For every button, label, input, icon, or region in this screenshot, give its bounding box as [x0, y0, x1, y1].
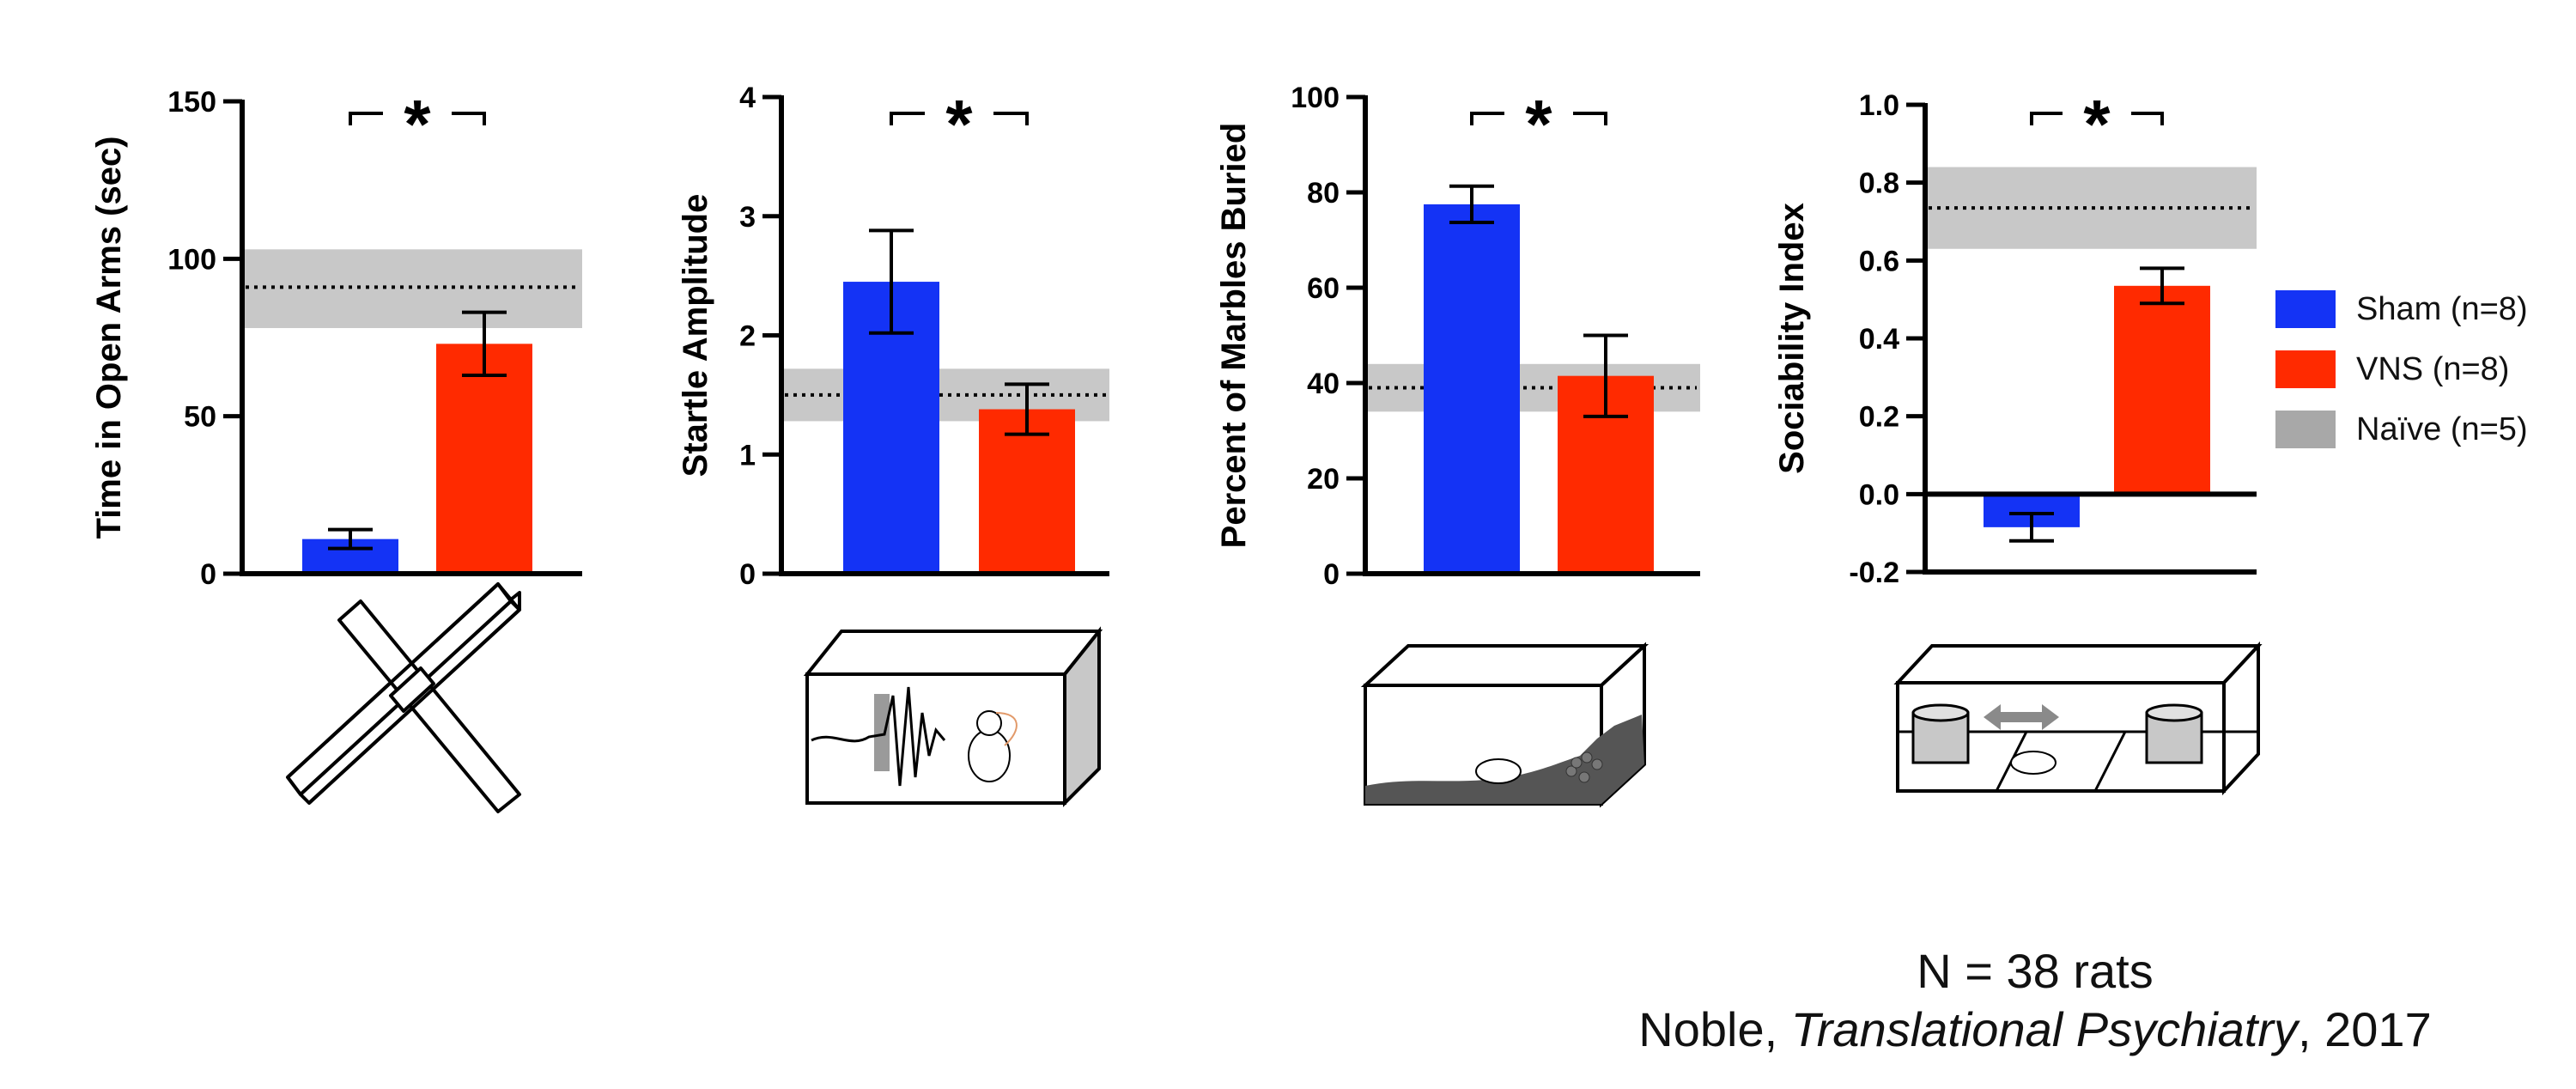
cup-right-top	[2145, 703, 2203, 722]
chart-panel-4: -0.2 0.0 0.2 0.4 0.6 0.8 1.0 Sociability Index *	[1773, 86, 2257, 589]
legend-label-naive: Naïve (n=5)	[2356, 411, 2528, 447]
marble	[1565, 765, 1577, 777]
caption-year: , 2017	[2298, 1002, 2432, 1056]
y-tick-label: 0.2	[1859, 401, 1899, 434]
significance-bracket-left	[890, 112, 925, 125]
speaker-bar	[874, 694, 890, 771]
bar-sham	[1424, 204, 1520, 574]
elevated-plus-maze-illustration	[286, 582, 521, 813]
chart-panel-1: 0 50 100 150 Time in Open Arms (sec) *	[90, 86, 582, 591]
legend-label-sham: Sham (n=8)	[2356, 290, 2528, 327]
y-axis-label: Sociability Index	[1773, 203, 1811, 474]
rat	[968, 729, 1011, 782]
significance-bracket-right	[993, 112, 1029, 125]
maze-crossing	[389, 666, 435, 713]
marble	[1591, 758, 1603, 770]
y-tick-label: 0.4	[1859, 323, 1899, 356]
significance-marker: *	[404, 86, 431, 162]
legend: Sham (n=8) VNS (n=8) Naïve (n=5)	[2275, 290, 2528, 471]
double-arrow-icon	[1984, 704, 2059, 730]
marble	[1581, 751, 1593, 764]
y-tick-label: 80	[1307, 177, 1340, 210]
legend-swatch-naive	[2275, 411, 2336, 448]
caption-sample-size: N = 38 rats	[1917, 944, 2154, 998]
significance-bracket-left	[2030, 112, 2063, 125]
legend-item-sham: Sham (n=8)	[2275, 290, 2528, 328]
y-tick-label: 100	[167, 243, 216, 276]
significance-bracket-left	[349, 112, 383, 125]
cage-top	[1360, 644, 1649, 687]
significance-bracket-right	[1573, 112, 1607, 125]
significance-bracket-left	[1470, 112, 1504, 125]
y-tick-label: 50	[184, 401, 216, 434]
significance-bracket-right	[452, 112, 486, 125]
divider	[2093, 731, 2127, 792]
legend-item-vns: VNS (n=8)	[2275, 350, 2528, 388]
y-tick-label: 4	[739, 82, 756, 114]
y-tick-label: 1.0	[1859, 89, 1899, 122]
y-tick-label: 60	[1307, 272, 1340, 305]
chart-panel-3: 0 20 40 60 80 100 Percent of Marbles Buried *	[1215, 82, 1700, 591]
marble	[1578, 771, 1590, 783]
y-tick-label: 3	[739, 201, 756, 234]
y-axis-label: Percent of Marbles Buried	[1215, 123, 1253, 549]
y-tick-label: 100	[1291, 82, 1340, 114]
legend-label-vns: VNS (n=8)	[2356, 350, 2510, 387]
significance-marker: *	[1525, 86, 1552, 162]
maze-arm-open	[337, 599, 521, 813]
rat-head	[976, 710, 1002, 736]
cup-left-top	[1911, 703, 1970, 722]
startle-chamber-illustration	[803, 626, 1103, 807]
significance-marker: *	[945, 86, 973, 162]
bar-vns	[979, 409, 1075, 574]
y-tick-label: 0.6	[1859, 245, 1899, 277]
chart-panel-2: 0 1 2 3 4 Startle Amplitude *	[677, 82, 1109, 591]
y-tick-label: 40	[1307, 368, 1340, 400]
legend-swatch-vns	[2275, 350, 2336, 388]
y-tick-label: -0.2	[1849, 557, 1899, 589]
y-tick-label: 0	[1323, 558, 1340, 591]
box-top	[1893, 644, 2263, 684]
maze-edge	[307, 608, 521, 805]
y-axis-label: Time in Open Arms (sec)	[90, 136, 128, 538]
rat-tail	[995, 712, 1018, 746]
marble-cage-illustration	[1360, 642, 1649, 808]
bedding	[1365, 715, 1644, 804]
rat	[1475, 758, 1522, 784]
bar-vns	[436, 344, 532, 574]
y-tick-label: 0.0	[1859, 478, 1899, 511]
rat	[2010, 751, 2057, 775]
bar-vns	[2114, 285, 2210, 495]
y-tick-label: 0	[739, 558, 756, 591]
y-tick-label: 2	[739, 320, 756, 353]
three-chamber-illustration	[1893, 641, 2263, 796]
maze-arm-end	[496, 582, 521, 611]
caption-journal: Translational Psychiatry	[1790, 1002, 2299, 1056]
y-tick-label: 1	[739, 439, 756, 471]
caption-author: Noble,	[1638, 1002, 1791, 1056]
caption-citation: Noble, Translational Psychiatry, 2017	[1511, 1001, 2559, 1057]
legend-item-naive: Naïve (n=5)	[2275, 411, 2528, 448]
y-axis-label: Startle Amplitude	[677, 194, 714, 478]
legend-swatch-sham	[2275, 290, 2336, 328]
significance-marker: *	[2083, 86, 2111, 162]
y-tick-label: 0	[200, 558, 216, 591]
significance-bracket-right	[2131, 112, 2164, 125]
maze-edge	[286, 582, 500, 779]
chamber-top	[803, 630, 1103, 676]
sound-wave	[811, 686, 946, 787]
y-tick-label: 20	[1307, 463, 1340, 496]
y-tick-label: 150	[167, 86, 216, 119]
y-tick-label: 0.8	[1859, 167, 1899, 200]
marble	[1571, 757, 1583, 769]
chamber-front	[805, 672, 1066, 805]
